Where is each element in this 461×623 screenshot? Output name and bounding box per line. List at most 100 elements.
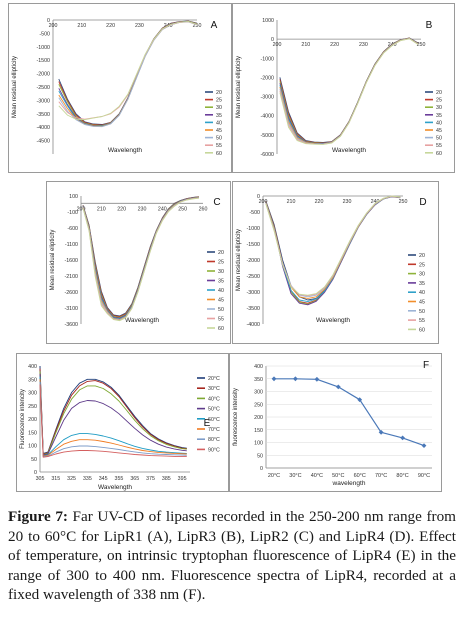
y-tick-label-f: 50	[257, 453, 263, 459]
x-axis-label-d: Wavelength	[316, 317, 350, 324]
y-tick-label-d: 0	[257, 194, 260, 200]
y-tick-label-f: 100	[254, 441, 263, 447]
x-tick-label-f: 30°C	[289, 473, 301, 479]
x-tick-label-a: 230	[135, 23, 144, 29]
y-tick-label-a: -4000	[36, 125, 50, 131]
chart-b: 1000 0 -1000 -2000 -3000 -4000 -5000 -6000 200 21…	[236, 18, 442, 158]
x-tick-label-c: 200	[77, 206, 86, 212]
series-line-e-80°C	[39, 381, 187, 458]
legend-label-b: 50	[436, 136, 442, 142]
y-tick-label-a: -500	[39, 31, 50, 37]
x-tick-label-d: 240	[371, 199, 380, 205]
legend-label-a: 40	[216, 120, 222, 126]
series-line-d-45	[265, 196, 401, 299]
series-line-d-55	[265, 195, 401, 297]
x-tick-label-b: 200	[273, 42, 282, 48]
legend-label-c: 45	[218, 298, 224, 304]
series-line-a-40	[58, 21, 198, 127]
series-line-a-50	[58, 21, 198, 128]
y-tick-label-d: -3000	[246, 290, 260, 296]
x-tick-label-f: 90°C	[418, 473, 430, 479]
legend-label-c: 35	[218, 279, 224, 285]
series-line-b-45	[279, 38, 419, 145]
legend-label-c: 30	[218, 269, 224, 275]
series-line-b-25	[279, 37, 419, 144]
legend-label-d: 20	[419, 253, 425, 259]
data-point-f	[378, 429, 384, 435]
y-tick-label-b: -1000	[260, 56, 274, 62]
panel-label-d: D	[419, 197, 426, 208]
y-tick-label-e: 100	[28, 444, 37, 450]
y-tick-label-f: 0	[260, 466, 263, 472]
series-line-e-30°C	[39, 368, 187, 455]
y-tick-label-a: -1500	[36, 58, 50, 64]
x-tick-label-c: 210	[97, 206, 106, 212]
x-tick-label-d: 200	[259, 199, 268, 205]
series-line-b-60	[279, 38, 419, 145]
series-line-d-35	[265, 196, 401, 306]
y-axis-label-f: fluorescence intensity	[233, 388, 239, 446]
x-tick-label-c: 220	[117, 206, 126, 212]
y-tick-label-d: -3500	[246, 306, 260, 312]
y-tick-label-c: -3100	[64, 306, 78, 312]
legend-label-c: 40	[218, 288, 224, 294]
y-tick-label-b: -2000	[260, 75, 274, 81]
series-line-a-30	[58, 20, 198, 127]
x-tick-label-c: 250	[178, 206, 187, 212]
data-point-f	[335, 384, 341, 390]
x-tick-label-f: 50°C	[332, 473, 344, 479]
y-tick-label-b: 0	[271, 37, 274, 43]
x-tick-label-f: 70°C	[375, 473, 387, 479]
y-tick-label-b: 1000	[262, 18, 274, 24]
legend-label-b: 45	[436, 128, 442, 134]
y-tick-label-b: -5000	[260, 133, 274, 139]
series-line-b-40	[279, 37, 419, 145]
x-tick-label-a: 220	[106, 23, 115, 29]
legend-label-a: 25	[216, 98, 222, 104]
y-axis-label-c: Mean residual elipticity	[50, 230, 56, 291]
series-line-a-20	[58, 20, 198, 125]
y-tick-label-a: -1000	[36, 45, 50, 51]
y-tick-label-f: 400	[254, 364, 263, 370]
x-tick-label-f: 40°C	[311, 473, 323, 479]
y-tick-label-e: 0	[34, 470, 37, 476]
y-tick-label-a: -2000	[36, 72, 50, 78]
y-tick-label-c: 100	[69, 194, 78, 200]
x-tick-label-c: 240	[158, 206, 167, 212]
chart-a: 0 -500 -1000 -1500 -2000 -2500 -3000 -3500 -4000…	[12, 18, 222, 157]
x-tick-label-f: 80°C	[396, 473, 408, 479]
legend-label-d: 45	[419, 300, 425, 306]
series-line-a-35	[58, 21, 198, 127]
x-tick-label-e: 385	[162, 476, 171, 482]
data-point-f	[421, 443, 427, 448]
legend-label-d: 25	[419, 262, 425, 268]
x-tick-label-d: 210	[287, 199, 296, 205]
y-tick-label-f: 350	[254, 377, 263, 383]
y-tick-label-c: -1100	[65, 242, 78, 248]
legend-label-e: 20°C	[208, 376, 220, 382]
x-tick-label-a: 200	[49, 23, 58, 29]
x-tick-label-e: 305	[36, 476, 45, 482]
legend-label-d: 30	[419, 272, 425, 278]
x-axis-label-b: Wavelength	[332, 147, 366, 154]
panel-label-f: F	[423, 360, 429, 371]
data-point-f	[271, 376, 277, 382]
legend-label-c: 25	[218, 260, 224, 266]
x-tick-label-e: 345	[99, 476, 108, 482]
x-axis-label-f: wavelength	[332, 480, 366, 487]
x-tick-label-e: 325	[67, 476, 76, 482]
y-tick-label-a: -2500	[36, 85, 50, 91]
data-point-f	[314, 376, 320, 382]
x-tick-label-e: 375	[146, 476, 155, 482]
legend-label-c: 20	[218, 250, 224, 256]
x-tick-label-b: 210	[301, 42, 310, 48]
legend-label-d: 55	[419, 318, 425, 324]
chart-d: 0 -500 -1000 -1500 -2000 -2500 -3000 -3500 -4000…	[236, 194, 427, 333]
y-tick-label-c: -1600	[64, 258, 78, 264]
x-tick-label-c: 260	[199, 206, 208, 212]
chart-panel-b: 1000 0 -1000 -2000 -3000 -4000 -5000 -6000 200 21…	[232, 3, 455, 173]
chart-panel-f: 400 350 300 250 200 150 100 50 0 20°C 30°C 40°C 50°C…	[229, 353, 442, 492]
y-tick-label-c: -2100	[64, 274, 78, 280]
series-line-d-20	[265, 195, 401, 301]
series-line-e-20°C	[39, 365, 187, 454]
